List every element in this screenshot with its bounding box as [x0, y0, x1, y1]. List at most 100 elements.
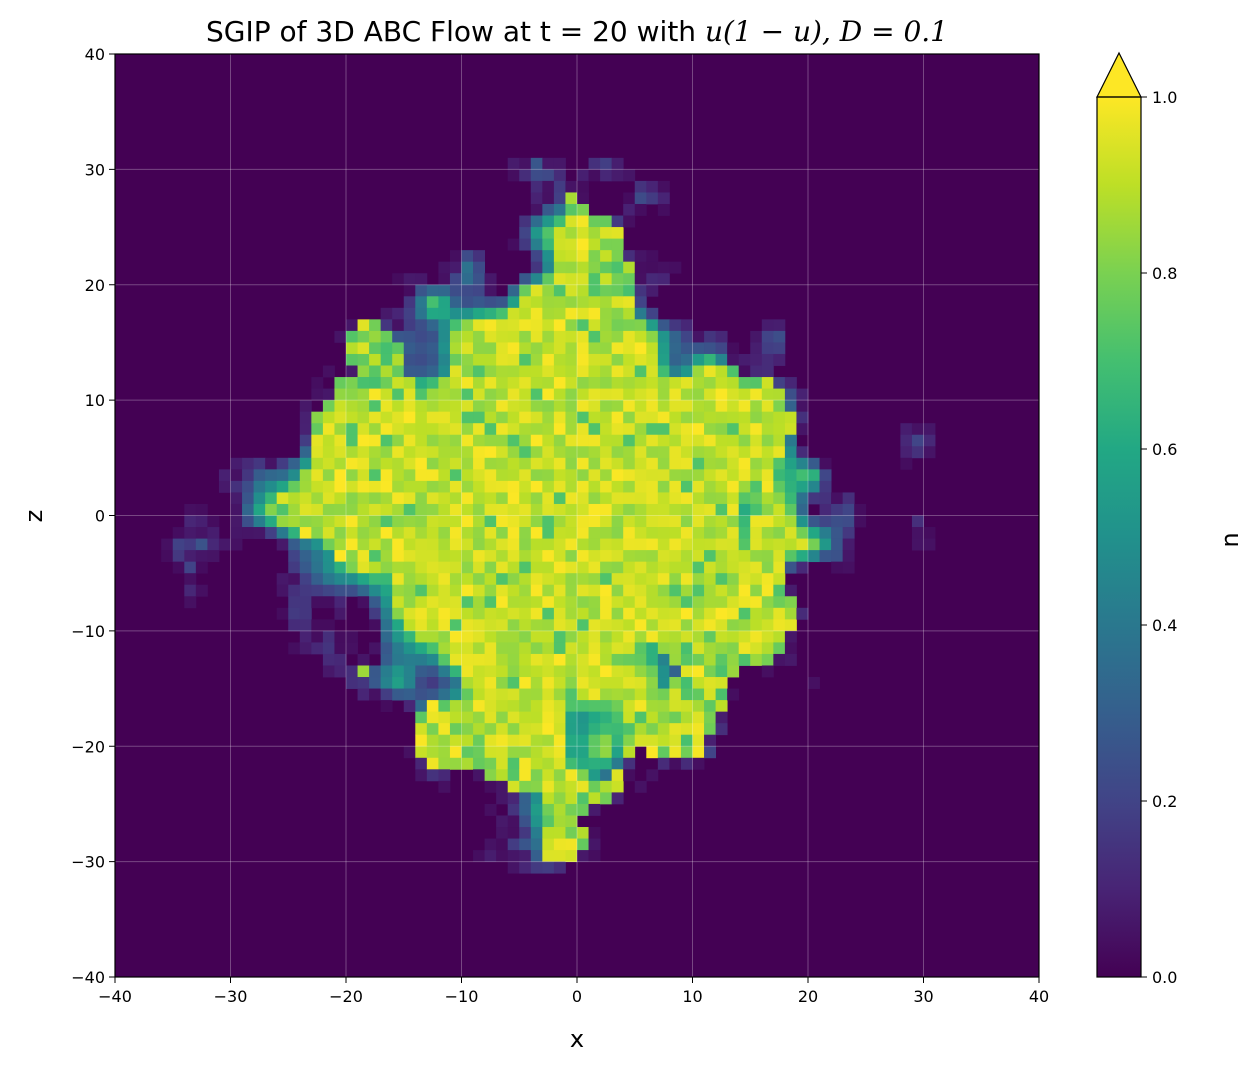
heatmap-cell: [334, 423, 347, 436]
heatmap-cell: [542, 688, 555, 701]
heatmap-cell: [449, 400, 462, 413]
heatmap-cell: [727, 642, 740, 655]
heatmap-cell: [588, 296, 601, 309]
heatmap-cell: [854, 503, 867, 516]
heatmap-cell: [392, 677, 405, 689]
heatmap-cell: [542, 307, 555, 320]
heatmap-cell: [403, 353, 416, 366]
x-tick-label: −40: [98, 987, 132, 1006]
heatmap-cell: [796, 550, 809, 563]
heatmap-cell: [577, 250, 589, 263]
heatmap-cell: [530, 838, 543, 851]
heatmap-cell: [761, 561, 774, 574]
heatmap-cell: [565, 653, 578, 666]
heatmap-cell: [242, 492, 254, 505]
heatmap-cell: [542, 723, 555, 736]
heatmap-cell: [369, 377, 382, 389]
heatmap-cell: [276, 480, 289, 493]
heatmap-cell: [184, 584, 197, 597]
heatmap-cell: [565, 527, 578, 539]
heatmap-cell: [507, 630, 520, 643]
heatmap-cell: [530, 434, 543, 447]
heatmap-cell: [369, 319, 382, 332]
heatmap-cell: [692, 377, 705, 389]
heatmap-cell: [403, 330, 416, 343]
heatmap-cell: [704, 538, 716, 551]
heatmap-cell: [623, 319, 636, 332]
heatmap-cell: [461, 665, 474, 678]
heatmap-cell: [738, 538, 751, 551]
colorbar-tick-label: 0.8: [1152, 264, 1177, 283]
heatmap-cell: [311, 538, 324, 551]
heatmap-cell: [484, 746, 497, 759]
heatmap-cell: [911, 538, 924, 551]
heatmap-cell: [242, 515, 254, 528]
heatmap-cell: [461, 607, 474, 620]
heatmap-cell: [507, 446, 520, 459]
heatmap-cell: [588, 307, 601, 320]
heatmap-cell: [611, 353, 624, 366]
heatmap-cell: [577, 561, 589, 574]
heatmap-cell: [426, 573, 439, 586]
heatmap-cell: [519, 596, 532, 609]
heatmap-cell: [577, 169, 589, 182]
heatmap-cell: [565, 561, 578, 574]
heatmap-cell: [623, 365, 636, 378]
heatmap-cell: [646, 377, 659, 389]
heatmap-cell: [415, 723, 428, 736]
heatmap-cell: [808, 457, 820, 470]
heatmap-cell: [657, 584, 670, 597]
heatmap-cell: [553, 827, 566, 839]
heatmap-cell: [646, 192, 659, 205]
heatmap-cell: [322, 423, 335, 436]
heatmap-cell: [553, 457, 566, 470]
heatmap-cell: [761, 423, 774, 436]
heatmap-cell: [634, 400, 647, 413]
heatmap-cell: [449, 688, 462, 701]
heatmap-cell: [357, 446, 370, 459]
heatmap-cell: [657, 503, 670, 516]
heatmap-cell: [657, 677, 670, 689]
heatmap-cell: [380, 457, 393, 470]
heatmap-cell: [449, 423, 462, 436]
heatmap-cell: [288, 469, 301, 482]
heatmap-cell: [611, 215, 624, 228]
heatmap-cell: [819, 480, 832, 493]
heatmap-cell: [600, 342, 613, 355]
heatmap-cell: [750, 457, 763, 470]
heatmap-cell: [611, 780, 624, 793]
heatmap-cell: [530, 515, 543, 528]
heatmap-cell: [577, 388, 589, 401]
heatmap-cell: [577, 411, 589, 424]
heatmap-cell: [692, 700, 705, 713]
heatmap-cell: [669, 596, 682, 609]
heatmap-cell: [369, 365, 382, 378]
heatmap-cell: [692, 434, 705, 447]
heatmap-cell: [369, 573, 382, 586]
heatmap-cell: [242, 457, 254, 470]
heatmap-cell: [299, 434, 312, 447]
heatmap-cell: [611, 388, 624, 401]
heatmap-cell: [565, 400, 578, 413]
heatmap-cell: [530, 503, 543, 516]
heatmap-cell: [600, 365, 613, 378]
heatmap-cell: [611, 423, 624, 436]
heatmap-cell: [530, 792, 543, 805]
heatmap-cell: [600, 734, 613, 747]
heatmap-cell: [473, 342, 485, 355]
heatmap-cell: [553, 734, 566, 747]
heatmap-cell: [519, 550, 532, 563]
heatmap-cell: [380, 653, 393, 666]
heatmap-cell: [600, 527, 613, 539]
heatmap-cell: [322, 457, 335, 470]
heatmap-cell: [646, 261, 659, 274]
heatmap-cell: [496, 550, 509, 563]
heatmap-cell: [530, 757, 543, 770]
heatmap-cell: [761, 515, 774, 528]
heatmap-cell: [646, 550, 659, 563]
heatmap-cell: [496, 711, 509, 724]
heatmap-cell: [565, 480, 578, 493]
heatmap-cell: [415, 630, 428, 643]
heatmap-cell: [484, 284, 497, 297]
heatmap-cell: [346, 665, 358, 678]
